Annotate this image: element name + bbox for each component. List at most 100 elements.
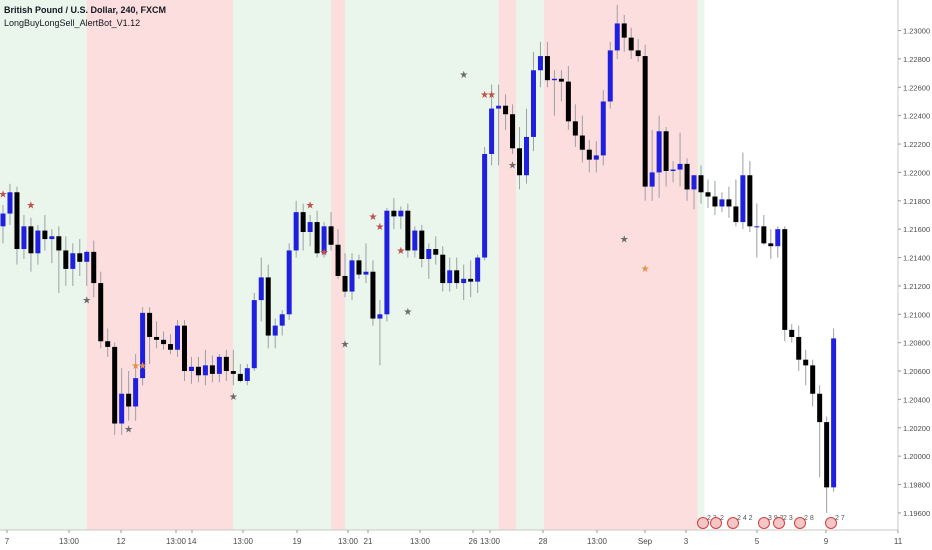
bull-candle (84, 251, 90, 262)
price-tick-label: 1.21000 (903, 310, 930, 319)
bull-candle (377, 314, 383, 319)
time-tick-label: 13:00 (338, 537, 359, 546)
bull-candle (202, 365, 208, 376)
bear-candle (642, 56, 648, 187)
bear-candle (796, 336, 802, 360)
zone-green (233, 0, 332, 530)
bull-candle (251, 300, 257, 369)
bull-candle (475, 257, 481, 282)
economic-event-icon[interactable] (710, 517, 722, 529)
bull-candle (293, 212, 299, 251)
bull-candle (670, 169, 676, 171)
bull-candle (691, 175, 697, 190)
bear-candle (91, 251, 97, 284)
bear-candle (223, 356, 229, 372)
bear-candle (161, 339, 167, 345)
zone-red (86, 0, 234, 530)
price-tick-label: 1.19600 (903, 509, 930, 518)
time-tick-label: 19 (293, 537, 302, 546)
economic-event-icon[interactable] (794, 517, 806, 529)
bull-candle (489, 108, 495, 154)
time-tick-label: Sep (638, 537, 653, 546)
bear-candle (168, 344, 174, 350)
bear-candle (433, 249, 439, 255)
bear-candle (621, 23, 627, 38)
time-tick-label: 21 (364, 537, 373, 546)
bull-candle (607, 50, 613, 102)
bull-candle (656, 131, 662, 173)
bear-candle (42, 230, 48, 240)
bull-candle (530, 70, 536, 137)
bear-candle (77, 253, 83, 262)
bull-candle (349, 260, 355, 292)
signal-star-marker: ★ (396, 246, 405, 257)
economic-event-icon[interactable] (758, 517, 770, 529)
bear-candle (503, 105, 509, 115)
bear-candle (195, 366, 201, 376)
price-tick-label: 1.20000 (903, 452, 930, 461)
bear-candle (209, 365, 215, 374)
bear-candle (817, 393, 823, 423)
bull-candle (482, 153, 488, 258)
time-tick-label: 13:00 (233, 537, 254, 546)
time-tick-label: 13:00 (166, 537, 187, 546)
bear-candle (230, 371, 236, 374)
event-count-label: 2 8 (804, 515, 814, 522)
zone-red (543, 0, 698, 530)
time-axis-bg (0, 530, 932, 550)
price-tick-label: 1.20200 (903, 424, 930, 433)
price-tick-label: 1.20800 (903, 339, 930, 348)
signal-star-marker: ★ (375, 222, 384, 233)
bear-candle (803, 359, 809, 366)
time-tick-label: 7 (5, 537, 10, 546)
economic-event-icon[interactable] (727, 517, 739, 529)
bear-candle (733, 206, 739, 223)
bear-candle (405, 210, 411, 251)
bull-candle (719, 199, 725, 207)
bear-candle (768, 243, 774, 247)
price-tick-label: 1.20600 (903, 367, 930, 376)
bull-candle (412, 230, 418, 251)
bull-candle (49, 236, 55, 240)
economic-event-icon[interactable] (825, 517, 837, 529)
bear-candle (517, 148, 523, 176)
bear-candle (510, 114, 516, 149)
bear-candle (370, 271, 376, 319)
time-tick-label: 13:00 (587, 537, 608, 546)
bull-candle (140, 312, 146, 379)
economic-event-icon[interactable] (773, 517, 785, 529)
time-tick-label: 3 (684, 537, 689, 546)
bull-candle (775, 229, 781, 247)
indicator-label[interactable]: LongBuyLongSell_AlertBot_V1.12 (4, 18, 141, 28)
bull-candle (307, 222, 313, 232)
bull-candle (133, 378, 139, 407)
event-count-label: 2 7 (835, 515, 845, 522)
signal-star-marker: ★ (341, 339, 350, 350)
price-tick-label: 1.19800 (903, 481, 930, 490)
signal-star-marker: ★ (0, 189, 8, 200)
signal-star-marker: ★ (131, 361, 140, 372)
price-axis-bg (898, 0, 932, 550)
bull-candle (258, 277, 264, 301)
bear-candle (63, 250, 69, 269)
time-tick-label: 14 (188, 537, 197, 546)
bull-candle (831, 338, 837, 488)
bear-candle (663, 131, 669, 171)
bear-candle (356, 260, 362, 275)
bear-candle (98, 283, 104, 342)
time-tick-label: 12 (117, 537, 126, 546)
bear-candle (565, 81, 571, 122)
bear-candle (789, 329, 795, 337)
bear-candle (705, 192, 711, 197)
price-tick-label: 1.20400 (903, 395, 930, 404)
event-count-label: 2 4 2 (737, 515, 753, 522)
price-tick-label: 1.21400 (903, 254, 930, 263)
price-tick-label: 1.21800 (903, 197, 930, 206)
time-tick-label: 13:00 (59, 537, 80, 546)
economic-event-icon[interactable] (697, 517, 709, 529)
bull-candle (286, 250, 292, 315)
bull-candle (593, 155, 599, 160)
price-tick-label: 1.22600 (903, 83, 930, 92)
price-tick-label: 1.23000 (903, 27, 930, 36)
